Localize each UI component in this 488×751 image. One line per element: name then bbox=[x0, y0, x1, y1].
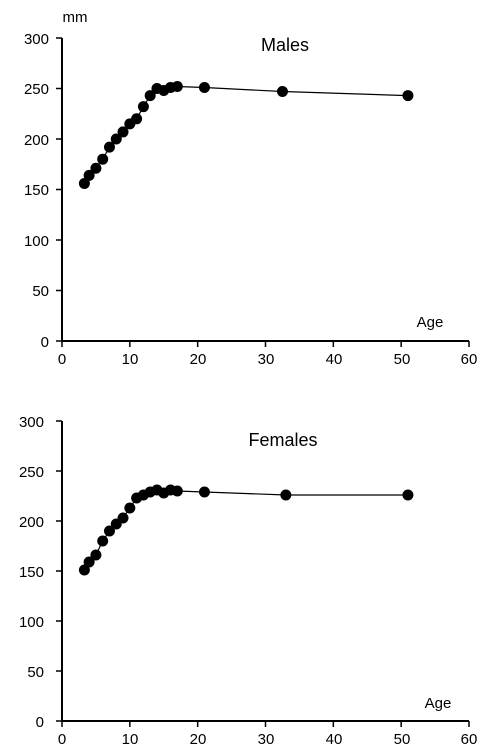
males-data-point bbox=[144, 90, 156, 102]
females-x-tick-label-50: 50 bbox=[394, 731, 411, 748]
males-y-tick-label-250: 250 bbox=[24, 81, 49, 98]
males-x-tick-label-20: 20 bbox=[190, 351, 207, 368]
females-data-point bbox=[78, 564, 90, 576]
females-plot-area bbox=[78, 484, 414, 576]
females-y-tick-label-50: 50 bbox=[27, 664, 44, 681]
males-data-point bbox=[131, 113, 143, 125]
males-data-point bbox=[78, 177, 90, 189]
females-x-tick-label-40: 40 bbox=[326, 731, 343, 748]
females-data-point bbox=[171, 485, 183, 497]
females-data-point bbox=[90, 549, 102, 561]
males-y-tick-label-150: 150 bbox=[24, 182, 49, 199]
males-data-point bbox=[103, 141, 115, 153]
females-data-point bbox=[280, 489, 292, 501]
males-y-tick-label-0: 0 bbox=[41, 334, 49, 351]
males-x-tick-label-30: 30 bbox=[258, 351, 275, 368]
females-chart-title: Females bbox=[248, 430, 317, 450]
females-x-tick-label-30: 30 bbox=[258, 731, 275, 748]
females-ticks bbox=[56, 420, 470, 727]
males-data-point bbox=[171, 80, 183, 92]
males-series-line bbox=[83, 85, 408, 184]
males-x-tick-label-0: 0 bbox=[58, 351, 66, 368]
females-x-tick-label-0: 0 bbox=[58, 731, 66, 748]
females-y-tick-label-0: 0 bbox=[36, 714, 44, 731]
males-data-point bbox=[117, 126, 129, 138]
males-data-point bbox=[137, 101, 149, 113]
males-x-tick-label-60: 60 bbox=[461, 351, 478, 368]
females-y-tick-label-100: 100 bbox=[19, 614, 44, 631]
males-y-tick-label-50: 50 bbox=[32, 283, 49, 300]
females-tick-labels: 300 250 200 150 100 50 0 0 10 20 30 40 5… bbox=[19, 414, 477, 748]
males-y-tick-label-300: 300 bbox=[24, 31, 49, 48]
males-y-tick-label-200: 200 bbox=[24, 132, 49, 149]
females-y-tick-label-150: 150 bbox=[19, 564, 44, 581]
males-chart-title: Males bbox=[261, 35, 309, 55]
females-x-tick-label-10: 10 bbox=[122, 731, 139, 748]
females-data-point bbox=[97, 535, 109, 547]
females-y-tick-label-200: 200 bbox=[19, 514, 44, 531]
females-chart: Females Age 300 250 200 150 100 50 0 0 1… bbox=[19, 414, 477, 748]
males-ticks bbox=[56, 37, 470, 347]
females-data-point bbox=[124, 502, 136, 514]
males-x-axis-label: Age bbox=[417, 314, 444, 331]
males-data-point bbox=[110, 133, 122, 145]
males-chart: Males mm Age 300 250 200 150 100 50 0 0 … bbox=[24, 9, 477, 368]
females-data-point bbox=[198, 486, 210, 498]
females-data-point bbox=[83, 556, 95, 568]
females-x-tick-label-60: 60 bbox=[461, 731, 478, 748]
females-x-tick-label-20: 20 bbox=[190, 731, 207, 748]
males-y-axis-label: mm bbox=[63, 9, 88, 26]
males-data-point bbox=[402, 90, 414, 102]
females-x-axis-label: Age bbox=[425, 695, 452, 712]
females-y-tick-label-250: 250 bbox=[19, 464, 44, 481]
males-x-tick-label-50: 50 bbox=[394, 351, 411, 368]
females-data-point bbox=[103, 525, 115, 537]
males-x-tick-label-10: 10 bbox=[122, 351, 139, 368]
females-data-point bbox=[117, 512, 129, 524]
females-y-tick-label-300: 300 bbox=[19, 414, 44, 431]
males-data-point bbox=[83, 169, 95, 181]
females-data-point bbox=[402, 489, 414, 501]
males-plot-area bbox=[78, 80, 414, 189]
males-x-tick-label-40: 40 bbox=[326, 351, 343, 368]
males-data-point bbox=[97, 153, 109, 165]
males-data-point bbox=[198, 81, 210, 93]
males-tick-labels: 300 250 200 150 100 50 0 0 10 20 30 40 5… bbox=[24, 31, 477, 368]
males-data-point bbox=[90, 162, 102, 174]
males-y-tick-label-100: 100 bbox=[24, 233, 49, 250]
males-data-point bbox=[276, 86, 288, 98]
